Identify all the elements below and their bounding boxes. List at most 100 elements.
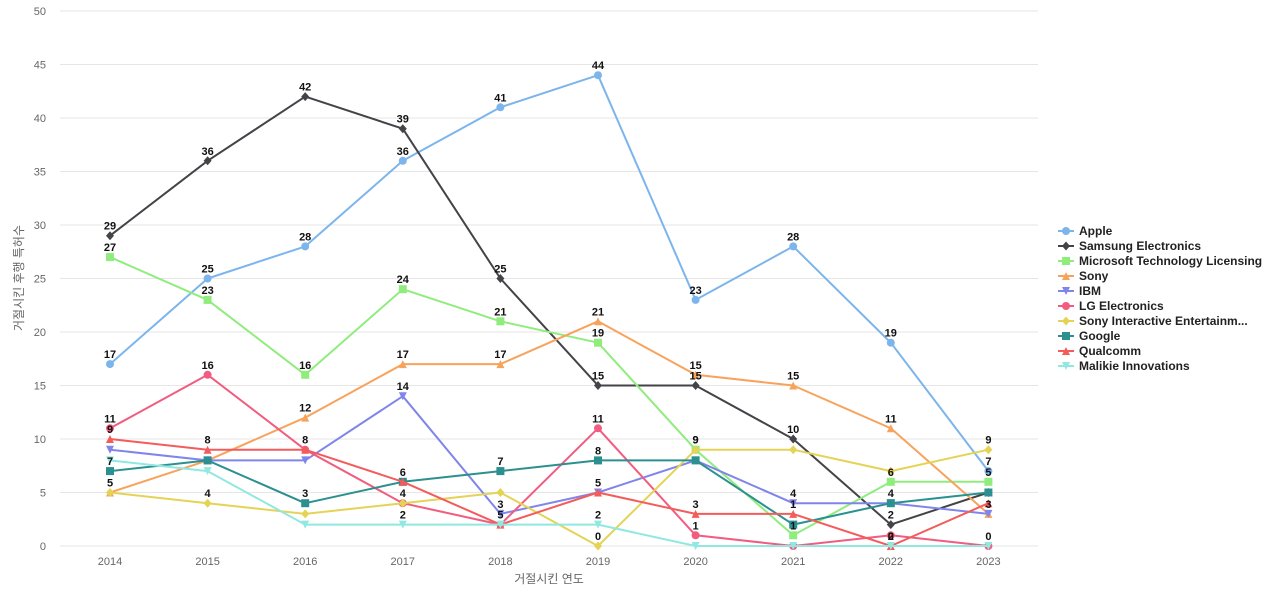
legend-item-malikie-innovations[interactable]: Malikie Innovations [1058,359,1190,373]
legend-marker-swatch [1062,227,1070,235]
data-point-lg-electronics [691,531,700,540]
data-point-sony-interactive-entertainm [496,488,505,497]
legend-item-lg-electronics[interactable]: LG Electronics [1058,299,1164,313]
data-point-ibm [984,509,993,518]
x-tick-label: 2019 [586,556,610,568]
data-label: 9 [107,424,113,436]
series-sony-interactive-entertainm [106,445,993,551]
legend-label: Sony Interactive Entertainm... [1079,314,1248,328]
data-point-apple [789,242,798,251]
data-point-samsung-electronics [398,124,407,134]
data-label: 1 [790,499,796,511]
data-label: 11 [592,413,604,425]
data-point-sony [789,381,798,390]
y-tick-label: 10 [34,434,46,446]
series-line-microsoft-technology-licensing [109,256,989,537]
data-label: 29 [104,221,116,233]
data-point-qualcomm [594,488,602,497]
legend-item-apple[interactable]: Apple [1058,224,1113,238]
data-label: 39 [397,114,409,126]
data-label: 6 [400,467,406,479]
data-label: 1 [790,520,796,532]
data-label: 3 [497,499,503,511]
x-tick-label: 2016 [293,556,317,568]
data-point-microsoft-technology-licensing [594,338,602,347]
x-axis-title: 거절시킨 연도 [514,572,584,586]
data-point-microsoft-technology-licensing [203,295,212,304]
legend-item-ibm[interactable]: IBM [1058,284,1101,298]
y-tick-label: 25 [34,274,46,286]
series-qualcomm [106,435,993,550]
data-point-sony-interactive-entertainm [203,498,212,508]
data-label: 17 [397,349,409,361]
series-line-ibm [109,395,989,515]
series-line-lg-electronics [109,373,989,547]
x-tick-label: 2023 [976,556,1000,568]
data-point-samsung-electronics [203,156,212,166]
data-label: 5 [497,510,503,522]
data-point-microsoft-technology-licensing [301,370,310,379]
data-point-apple [984,467,993,476]
legend-item-samsung-electronics[interactable]: Samsung Electronics [1058,239,1201,253]
legend-item-sony-interactive-entertainm[interactable]: Sony Interactive Entertainm... [1058,314,1248,328]
data-label: 23 [201,285,213,297]
legend-item-sony[interactable]: Sony [1058,269,1109,283]
data-point-qualcomm [789,509,798,518]
data-label: 7 [985,456,991,468]
data-label: 2 [888,510,894,522]
legend-marker-swatch [1062,302,1070,310]
data-label: 0 [595,531,601,543]
data-label: 17 [104,349,116,361]
legend-marker-swatch [1062,362,1070,370]
x-tick-label: 2015 [195,556,219,568]
data-label: 16 [201,360,213,372]
legend-marker-swatch [1062,332,1070,340]
data-point-malikie-innovations [789,542,798,550]
data-point-samsung-electronics [496,274,505,283]
data-point-microsoft-technology-licensing [984,477,993,486]
y-tick-label: 40 [34,113,46,125]
data-point-apple [398,156,407,165]
data-point-microsoft-technology-licensing [106,253,114,262]
data-label: 11 [885,413,897,425]
data-point-google [691,456,700,465]
data-point-samsung-electronics [106,231,114,241]
x-axis-ticks: 2014 2015 2016 2017 2018 2019 2020 2021 2022 2023 [98,556,1001,568]
legend-item-microsoft-technology-licensing[interactable]: Microsoft Technology Licensing [1058,254,1262,268]
data-label: 15 [592,371,604,383]
data-point-google [203,456,212,465]
data-point-malikie-innovations [886,542,895,550]
data-point-malikie-innovations [496,520,505,529]
data-label: 42 [299,82,311,94]
series-line-google [109,459,989,526]
data-point-apple [203,274,212,283]
data-point-microsoft-technology-licensing [398,285,407,294]
legend-item-google[interactable]: Google [1058,329,1121,343]
legend-label: IBM [1079,284,1101,298]
y-tick-label: 5 [40,488,46,500]
data-label: 2 [595,510,601,522]
y-tick-label: 45 [34,60,46,72]
data-point-apple [301,242,310,251]
data-label: 3 [985,499,991,511]
series-line-qualcomm [109,438,989,547]
data-label: 25 [494,264,506,276]
legend-item-qualcomm[interactable]: Qualcomm [1058,344,1141,358]
legend-label: Malikie Innovations [1079,359,1190,373]
data-label: 21 [592,306,604,318]
data-point-ibm [301,456,310,465]
y-axis-title: 거절시킨 후행 특허수 [11,225,26,331]
y-tick-label: 15 [34,381,46,393]
data-point-sony [886,424,895,433]
data-label: 2 [888,531,894,543]
data-label: 15 [689,371,701,383]
data-label: 8 [205,435,211,447]
data-point-microsoft-technology-licensing [789,531,798,540]
data-point-apple [106,360,114,369]
data-label: 0 [985,531,991,543]
data-label: 8 [302,435,308,447]
legend-label: Google [1079,329,1121,343]
data-label: 7 [497,456,503,468]
